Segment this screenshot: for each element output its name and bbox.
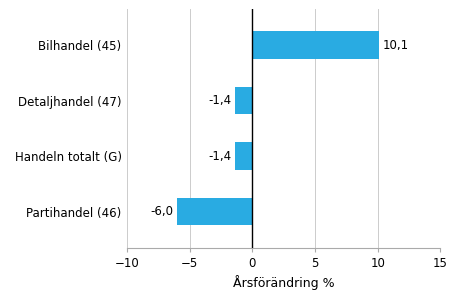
Bar [235, 142, 252, 170]
Text: 10,1: 10,1 [383, 39, 409, 52]
Text: -1,4: -1,4 [208, 149, 231, 162]
Bar [252, 31, 379, 59]
Bar [177, 198, 252, 226]
X-axis label: Årsförändring %: Årsförändring % [233, 275, 335, 290]
Text: -1,4: -1,4 [208, 94, 231, 107]
Bar [235, 87, 252, 114]
Text: -6,0: -6,0 [150, 205, 173, 218]
